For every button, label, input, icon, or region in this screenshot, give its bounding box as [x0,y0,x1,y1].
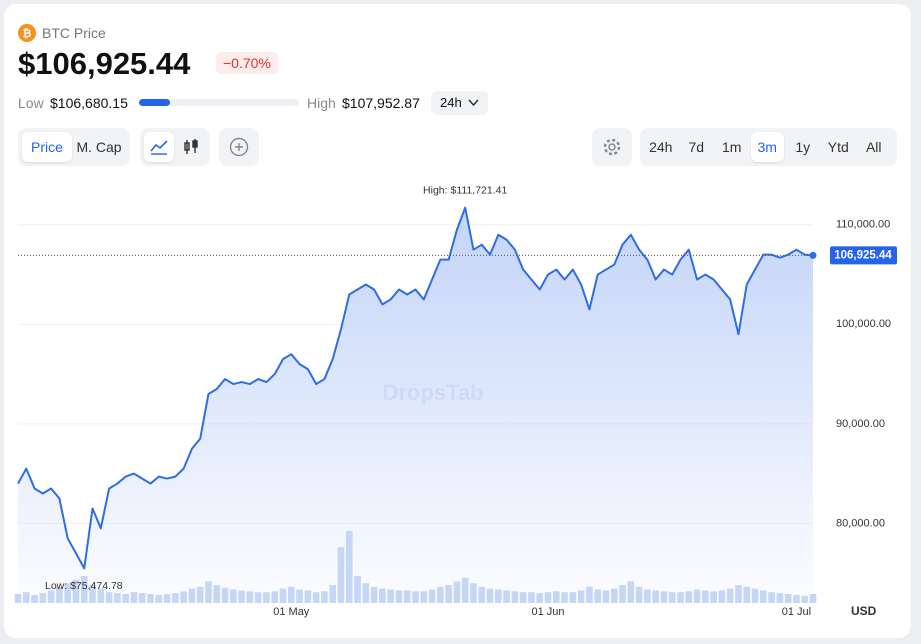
plus-icon [229,137,249,157]
period: 24h [440,95,462,110]
x-tick-label: 01 Jun [531,606,564,618]
title: BTC Price [42,25,106,41]
y-tick-label: 80,000.00 [836,517,885,529]
price: $106,925.44 [18,46,191,81]
line-icon [150,140,168,155]
toggle-button[interactable]: 3m [750,132,784,162]
current-dot [809,251,817,259]
y-tick-label: 100,000.00 [836,318,891,330]
x-tick-label: 01 May [273,606,310,618]
current-label: 106,925.44 [834,249,892,261]
high-text: High [307,95,336,111]
candle-icon [184,139,198,154]
svg-text:₿: ₿ [23,28,32,40]
btc-icon: ₿ [18,24,36,42]
period-select[interactable]: 24h [431,91,488,115]
chevron [468,99,479,107]
y-tick-label: 110,000.00 [836,219,890,231]
toggle-button[interactable]: Price [22,132,72,162]
currency: USD [851,604,877,618]
area [18,207,813,603]
toggle-button[interactable]: 7d [688,139,705,155]
chart-type-group [140,128,210,166]
annotation: High: $111,721.41 [423,184,507,196]
toggle-button[interactable]: 1y [795,139,811,155]
low-text: Low [18,95,44,111]
toggle-button[interactable]: 1m [722,139,742,155]
toggle-button[interactable]: Ytd [827,139,849,155]
gear-icon [603,138,621,156]
low-value: $106,680.15 [50,95,128,111]
price-line [17,206,814,570]
line-type[interactable] [144,132,174,162]
change: −0.70% [216,52,278,74]
y-tick-label: 90,000.00 [836,418,885,430]
add-button[interactable] [219,128,259,166]
range-fill [139,99,170,106]
candle-type[interactable] [176,132,206,162]
tab-group: Price M. Cap [18,128,130,166]
current-box [830,246,897,265]
x-tick-label: 01 Jul [782,606,811,618]
toggle-button[interactable]: All [865,139,882,155]
high-value: $107,952.87 [342,95,420,111]
toggle-button[interactable]: 24h [649,139,673,155]
range-group: 24h 7d 1m 3m 1y Ytd All [640,128,897,166]
annotation: Low: $75,474.78 [45,580,123,592]
range-bar [139,99,299,106]
settings-button[interactable] [592,128,632,166]
toggle-button[interactable]: M. Cap [76,139,122,155]
